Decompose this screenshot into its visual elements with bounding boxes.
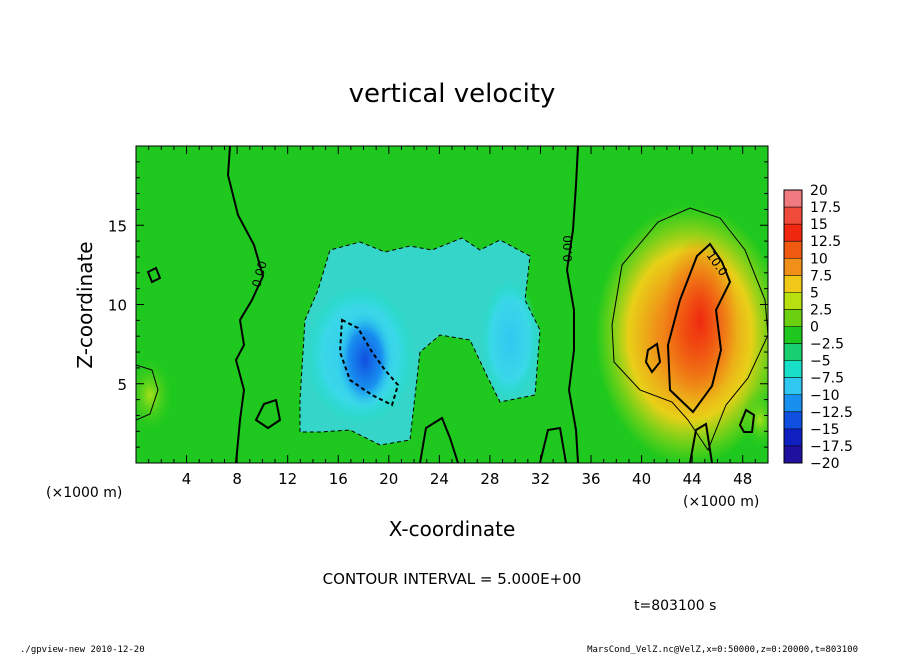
contour-label-left: 0.00 — [249, 259, 269, 288]
x-tick-label: 4 — [182, 470, 192, 488]
colorbar-label: 2.5 — [810, 302, 832, 318]
colorbar-swatch — [784, 343, 802, 362]
left-thin-contour — [136, 364, 159, 421]
colorbar-label: 12.5 — [810, 234, 841, 250]
colorbar-label: 0 — [810, 320, 819, 336]
zero-contour-right — [565, 146, 579, 463]
colorbar-swatch — [784, 241, 802, 259]
colorbar-label: 17.5 — [810, 200, 841, 216]
x-tick-label: 8 — [232, 470, 242, 488]
colorbar-swatch — [784, 377, 802, 396]
y-tick-label: 5 — [117, 376, 127, 394]
bottom-contour-e — [738, 408, 756, 433]
x-tick-label: 16 — [329, 470, 348, 488]
colorbar-label: 5 — [810, 285, 819, 301]
colorbar-label: −5 — [810, 354, 831, 370]
updraft-small-contour — [644, 342, 662, 374]
bottom-contour-a — [254, 398, 282, 430]
x-tick-label: 20 — [379, 470, 398, 488]
x-tick-label: 40 — [632, 470, 651, 488]
zero-contour-left — [226, 146, 265, 463]
contour-label-right: 0.00 — [561, 235, 575, 262]
colorbar-label: −15 — [810, 422, 840, 438]
x-tick-label: 44 — [683, 470, 702, 488]
colorbar-swatch — [784, 207, 802, 225]
updraft-outer-contour — [611, 207, 768, 452]
x-tick-label: 28 — [480, 470, 499, 488]
colorbar-swatch — [784, 292, 802, 310]
x-tick-label: 48 — [733, 470, 752, 488]
colorbar-swatch — [784, 258, 802, 276]
colorbar-label: 15 — [810, 217, 828, 233]
colorbar-swatch — [784, 326, 802, 345]
colorbar-label: −12.5 — [810, 405, 853, 421]
x-axis-unit: (×1000 m) — [46, 485, 122, 501]
x-axis-label: X-coordinate — [389, 517, 516, 541]
colorbar-label: 7.5 — [810, 268, 832, 284]
strong-downdraft-contour — [338, 318, 400, 407]
colorbar-label: 10 — [810, 251, 828, 267]
heatmap-field — [136, 146, 768, 463]
colorbar-label: −20 — [810, 456, 840, 472]
updraft-core-contour — [666, 242, 732, 414]
y-tick-label: 10 — [108, 297, 127, 315]
y-axis-ticks: 5 10 15 — [108, 161, 768, 448]
colorbar-label: −17.5 — [810, 439, 853, 455]
footer-right: MarsCond_VelZ.nc@VelZ,x=0:50000,z=0:2000… — [587, 645, 858, 654]
time-label: t=803100 s — [634, 598, 716, 614]
colorbar-label: −2.5 — [810, 337, 844, 353]
contour-lines — [136, 146, 768, 463]
y-axis-label: Z-coordinate — [73, 241, 97, 368]
bottom-contour-c — [539, 426, 567, 463]
x-tick-label: 24 — [430, 470, 449, 488]
colorbar-swatch — [784, 309, 802, 327]
colorbar-swatch — [784, 360, 802, 379]
colorbar-swatch — [784, 224, 802, 242]
footer-left: ./gpview-new 2010-12-20 — [20, 645, 145, 654]
x-tick-label: 32 — [531, 470, 550, 488]
colorbar-swatch — [784, 394, 802, 413]
colorbar-label: −7.5 — [810, 371, 844, 387]
colorbar-swatch — [784, 190, 802, 208]
bottom-contour-b — [419, 416, 459, 463]
x-tick-label: 12 — [278, 470, 297, 488]
y-tick-label: 15 — [108, 217, 127, 235]
y-axis-unit: (×1000 m) — [683, 494, 759, 510]
colorbar-swatch — [784, 411, 802, 430]
x-tick-label: 36 — [581, 470, 600, 488]
contour-interval-text: CONTOUR INTERVAL = 5.000E+00 — [323, 570, 582, 588]
colorbar-swatch — [784, 275, 802, 293]
x-axis-ticks: 4 8 12 16 20 24 28 32 36 40 44 48 — [148, 146, 756, 488]
colorbar-label: −10 — [810, 388, 840, 404]
colorbar-swatch — [784, 445, 802, 464]
downdraft-contour — [299, 237, 541, 446]
colorbar-label: 20 — [810, 183, 828, 199]
colorbar-swatch — [784, 428, 802, 447]
bottom-contour-d — [689, 422, 713, 463]
chart-title: vertical velocity — [349, 79, 556, 109]
left-contour — [146, 266, 162, 284]
